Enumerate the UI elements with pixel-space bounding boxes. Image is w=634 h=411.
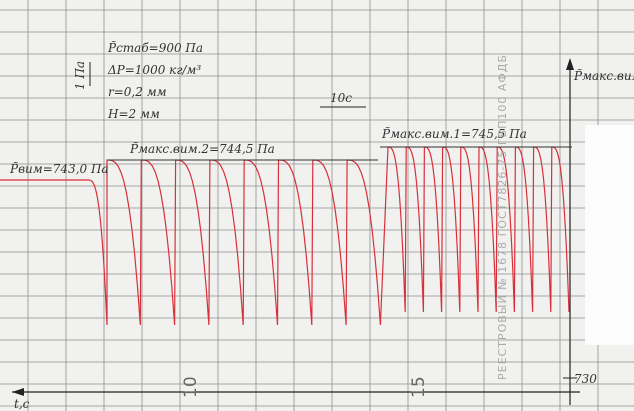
note: 1 Па bbox=[73, 61, 87, 90]
x-tick-label: 10 bbox=[181, 376, 201, 398]
x-axis-label: t,c bbox=[14, 397, 30, 411]
paper-bg bbox=[0, 0, 634, 411]
note: H=2 мм bbox=[107, 107, 160, 121]
y-tick-label: 730 bbox=[574, 372, 597, 386]
paper-patch bbox=[585, 125, 634, 345]
note: ΔP=1000 кг/м³ bbox=[107, 63, 201, 77]
note: P̃стаб=900 Па bbox=[107, 40, 203, 55]
label: P̃макс.вим.2=744,5 Па bbox=[129, 141, 275, 156]
paper: P̃стаб=900 Па ΔP=1000 кг/м³ r=0,2 мм H=2… bbox=[0, 0, 634, 411]
paper-print: РЕЕСТРОВЫЙ № 1678 ГОСТ7826-75 ГБП100 АФД… bbox=[496, 54, 509, 380]
y-axis-label: P̃макс.вим, Па bbox=[573, 68, 634, 83]
note: 10с bbox=[330, 91, 352, 105]
note: r=0,2 мм bbox=[108, 85, 167, 99]
x-tick-label: 15 bbox=[409, 376, 429, 398]
label: P̃вим=743,0 Па bbox=[9, 161, 109, 176]
